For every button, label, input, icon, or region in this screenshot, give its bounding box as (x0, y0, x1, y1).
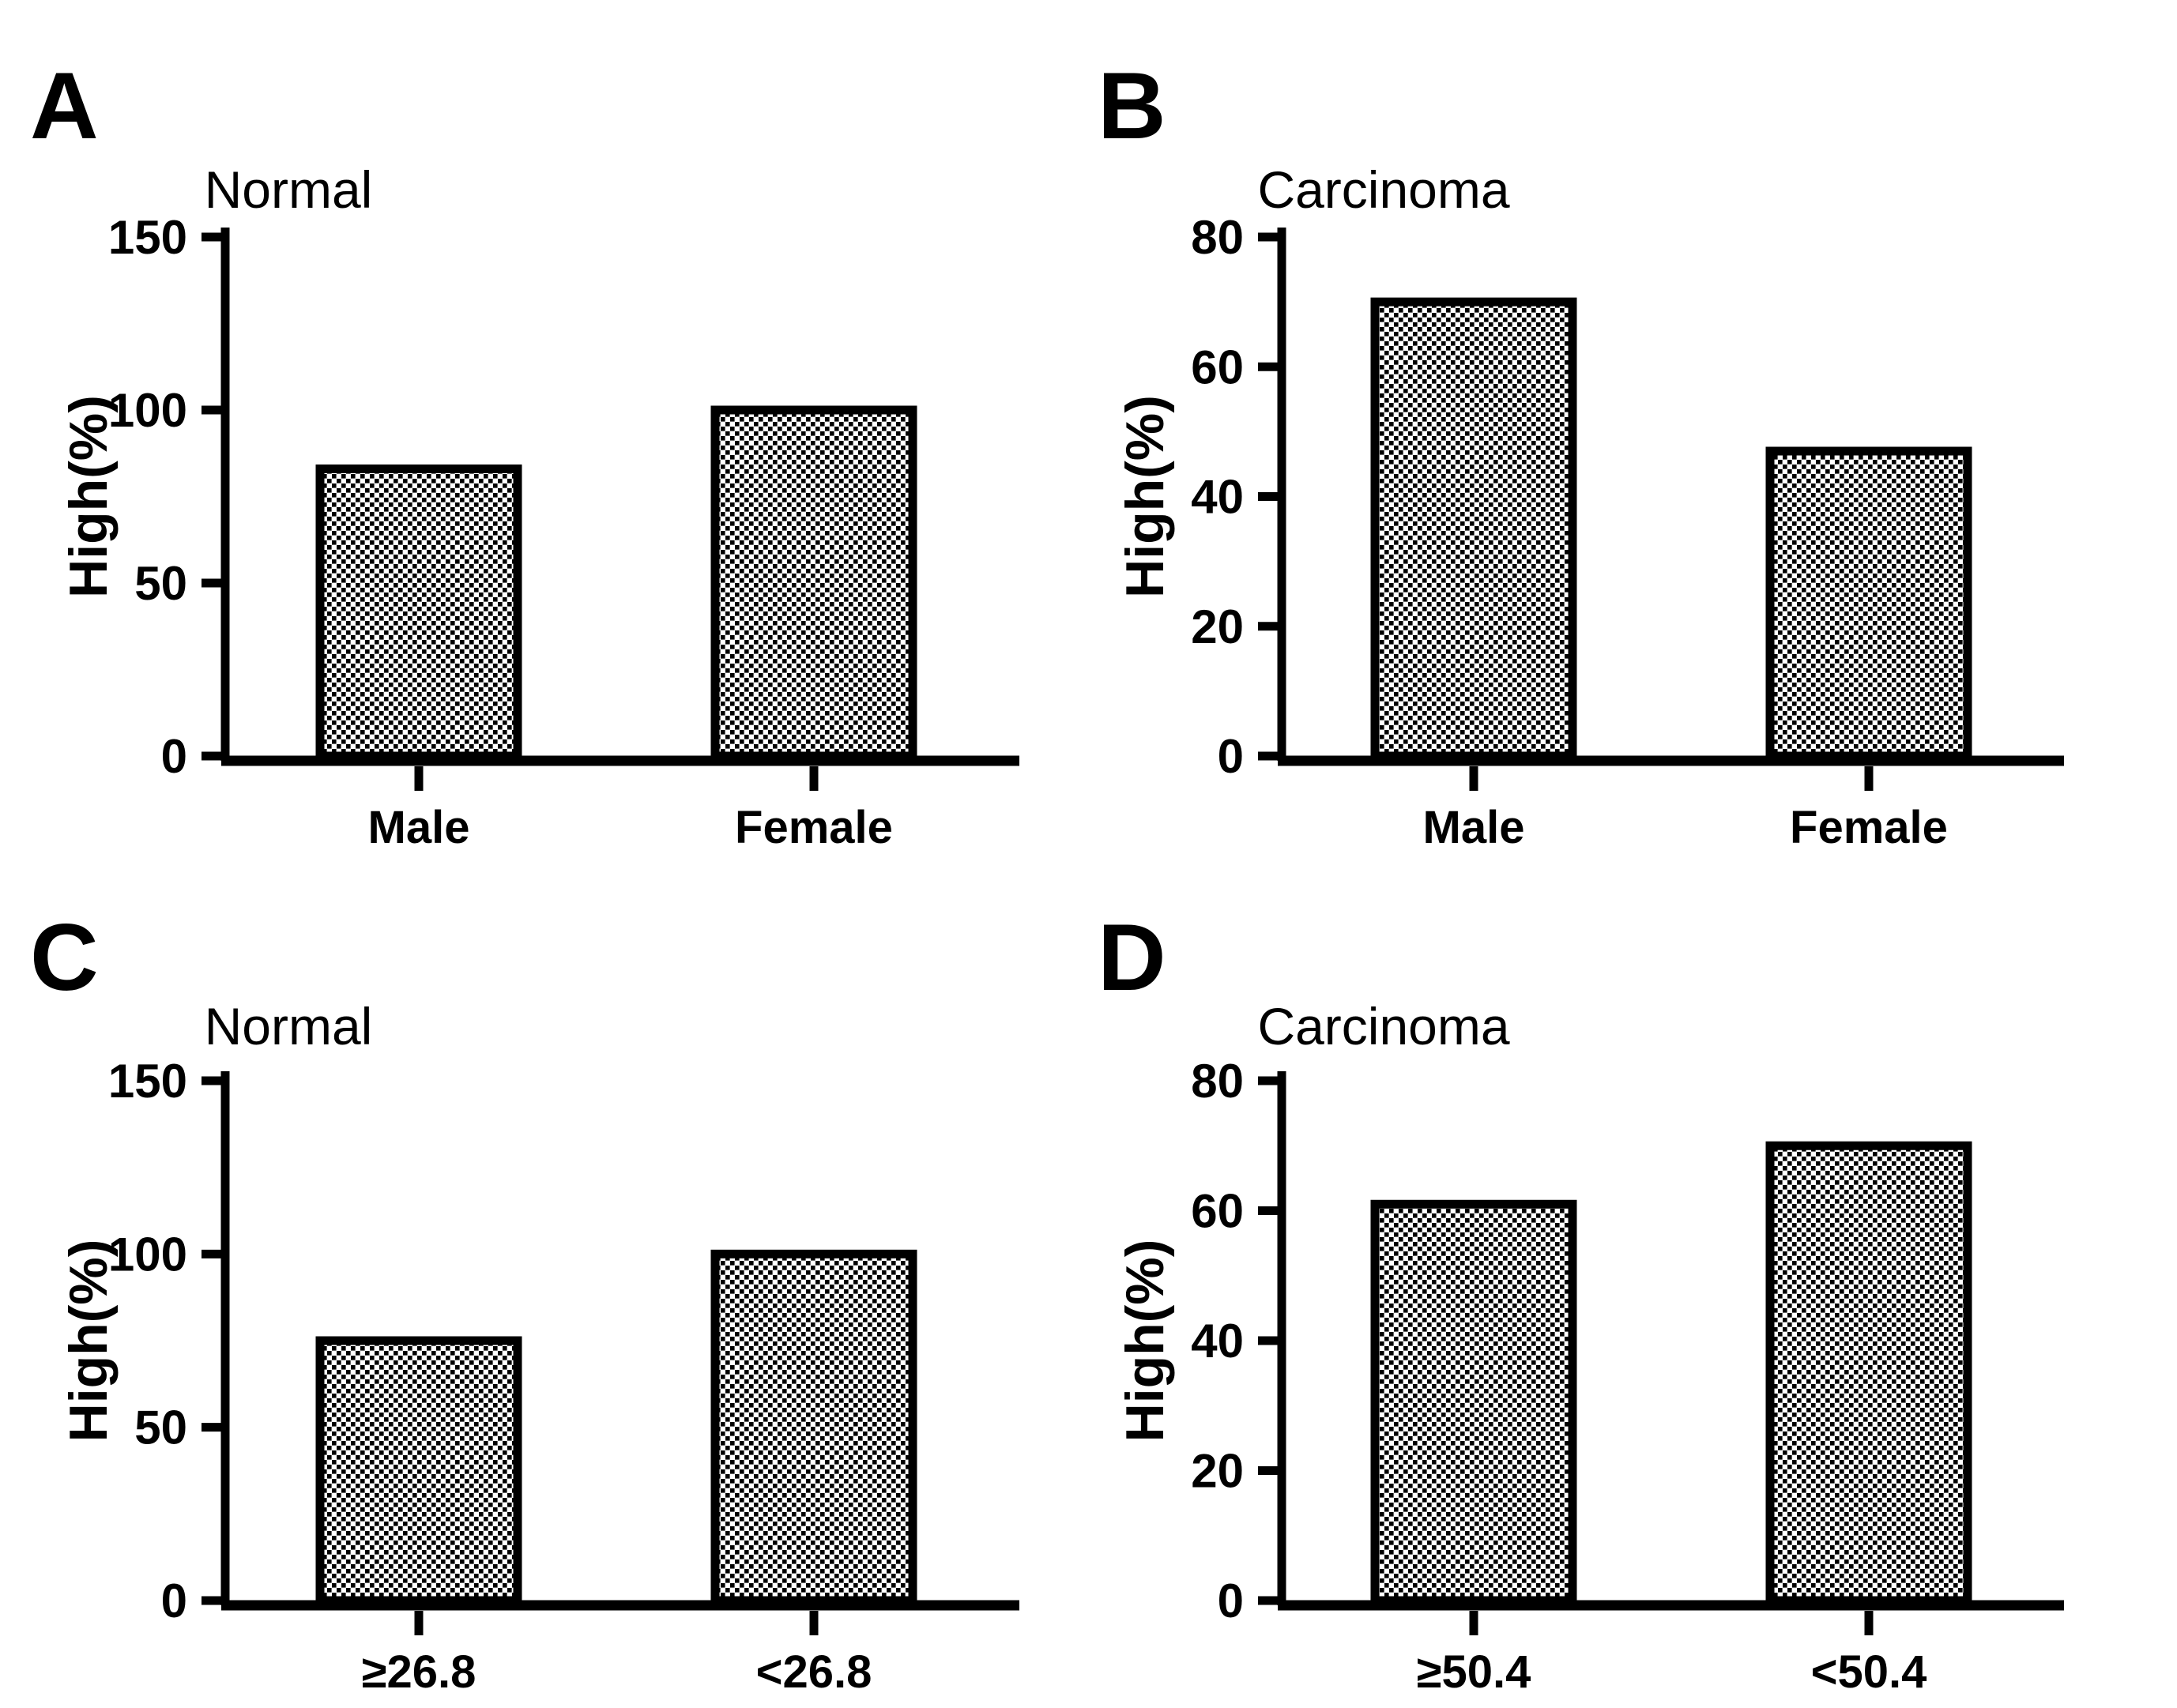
x-category-label: ≥50.4 (1417, 1646, 1531, 1698)
y-tick-label: 0 (161, 1574, 187, 1627)
y-tick-label: 60 (1191, 1185, 1244, 1238)
y-tick-label: 0 (1218, 1574, 1244, 1627)
x-category-label: Male (368, 802, 470, 853)
y-axis-label: High(%) (58, 1240, 119, 1443)
y-axis-label: High(%) (58, 395, 119, 598)
bar (1765, 446, 1972, 761)
y-axis-label: High(%) (1115, 1240, 1175, 1443)
y-tick-label: 50 (134, 557, 187, 610)
y-tick-label: 80 (1191, 1055, 1244, 1108)
bar (710, 1249, 917, 1605)
y-tick-label: 150 (108, 211, 187, 264)
bar (710, 405, 917, 761)
panel-letter: A (30, 53, 99, 159)
chart-title: Carcinoma (1257, 997, 1509, 1055)
bar (315, 1336, 522, 1605)
y-tick-label: 150 (108, 1055, 187, 1108)
y-tick-label: 0 (161, 730, 187, 783)
bar (315, 464, 522, 761)
panel-letter: D (1098, 905, 1166, 1010)
x-category-label: ≥26.8 (362, 1646, 476, 1698)
y-tick-label: 60 (1191, 340, 1244, 393)
y-tick-label: 100 (108, 384, 187, 437)
chart-panel: B Carcinoma High(%) 0 20 40 60 80 Male Female (1098, 53, 2064, 853)
chart-title: Carcinoma (1257, 160, 1509, 219)
y-tick-label: 50 (134, 1401, 187, 1454)
y-axis-label: High(%) (1115, 395, 1175, 598)
x-category-label: Female (1790, 802, 1948, 853)
bar (1370, 297, 1577, 761)
y-tick-label: 100 (108, 1228, 187, 1281)
panel-letter: C (30, 905, 99, 1010)
chart-panel: A Normal High(%) 0 50 100 150 Male Female (30, 53, 1019, 853)
bar (1370, 1199, 1577, 1605)
x-category-label: <50.4 (1811, 1646, 1927, 1698)
x-category-label: Male (1423, 802, 1525, 853)
chart-title: Normal (205, 160, 373, 219)
y-tick-label: 40 (1191, 1315, 1244, 1368)
y-tick-label: 20 (1191, 1445, 1244, 1498)
panel-letter: B (1098, 53, 1166, 159)
x-category-label: Female (735, 802, 893, 853)
panels-group: A Normal High(%) 0 50 100 150 Male Female B Carcin… (30, 53, 2064, 1698)
y-tick-label: 0 (1218, 730, 1244, 783)
chart-title: Normal (205, 997, 373, 1055)
y-tick-label: 20 (1191, 600, 1244, 653)
y-tick-label: 40 (1191, 471, 1244, 524)
bar (1765, 1141, 1972, 1605)
chart-panel: D Carcinoma High(%) 0 20 40 60 80 ≥50.4 <50.4 (1098, 905, 2064, 1698)
y-tick-label: 80 (1191, 211, 1244, 264)
x-category-label: <26.8 (756, 1646, 872, 1698)
chart-panel: C Normal High(%) 0 50 100 150 ≥26.8 <26.8 (30, 905, 1019, 1698)
